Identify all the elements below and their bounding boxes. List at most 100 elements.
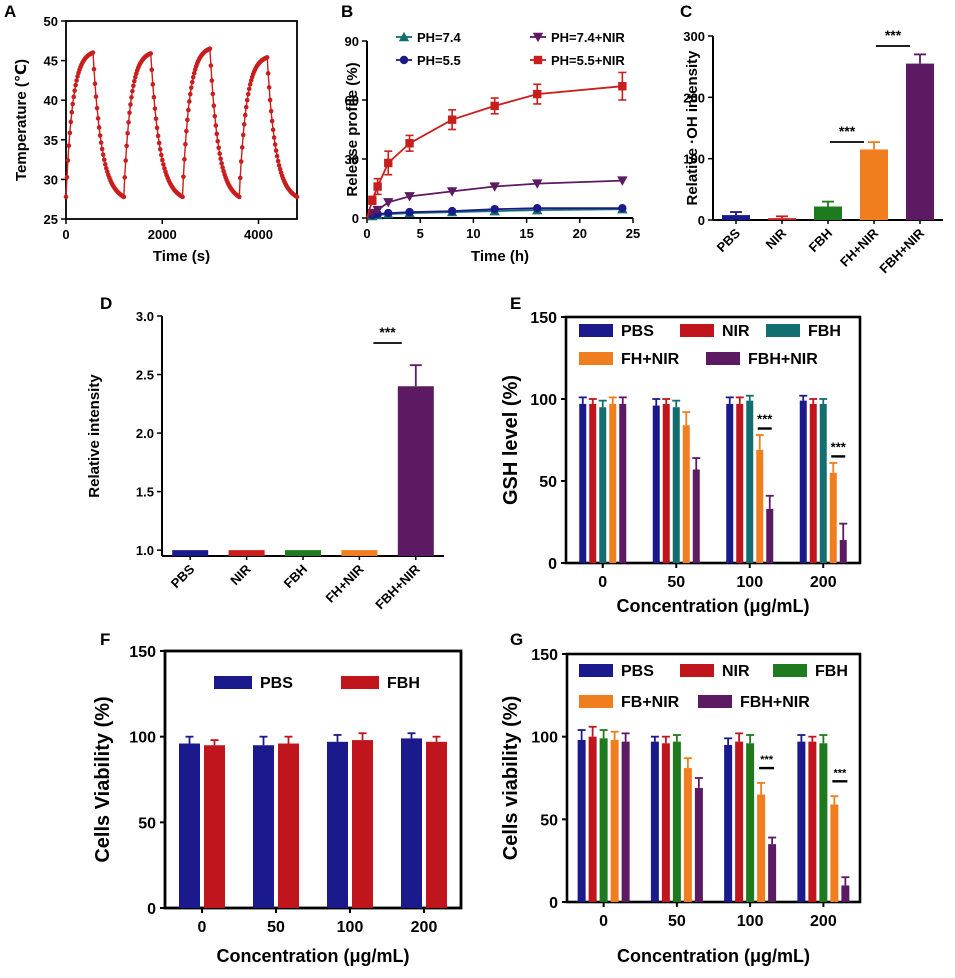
- bar: [672, 741, 681, 902]
- legend-label: FBH: [815, 663, 848, 680]
- bar: [228, 550, 265, 556]
- legend-swatch: [680, 324, 714, 337]
- bar: [401, 738, 422, 908]
- legend-item: FBH+NIR: [698, 694, 810, 711]
- bar: [746, 743, 755, 902]
- bar: [341, 550, 378, 556]
- temperature-point: [160, 157, 165, 163]
- temperature-point: [125, 130, 130, 136]
- temperature-point: [275, 158, 281, 164]
- temperature-point: [217, 151, 222, 156]
- y-tick-label: 0: [698, 213, 705, 228]
- bar: [819, 403, 827, 563]
- temperature-point: [64, 174, 70, 180]
- temperature-point: [294, 194, 300, 200]
- x-tick-label: 0: [198, 919, 207, 936]
- significance-label: ***: [379, 324, 396, 340]
- bar: [735, 741, 744, 902]
- significance-label: ***: [839, 123, 856, 139]
- temperature-point: [243, 104, 249, 110]
- temperature-point: [70, 101, 76, 107]
- temperature-point: [127, 110, 132, 116]
- legend-item: NIR: [680, 323, 750, 340]
- temperature-point: [274, 153, 280, 159]
- legend-swatch: [773, 664, 807, 677]
- temperature-point: [181, 174, 186, 180]
- panel-label: G: [510, 630, 523, 649]
- legend-label: PH=5.5+NIR: [551, 53, 625, 68]
- temperature-point: [270, 127, 276, 133]
- bar: [756, 449, 764, 563]
- temperature-point: [161, 162, 166, 167]
- legend-label: NIR: [722, 663, 750, 680]
- bar: [599, 738, 608, 902]
- x-tick-label: 0: [598, 574, 607, 591]
- data-point: [447, 206, 457, 216]
- panel-a-temperature-chart: A 25 30 35 40 45 50 0 2000 4000 Time (s) Temperatur…: [4, 2, 300, 265]
- data-point: [490, 101, 499, 111]
- x-tick-label: 50: [667, 574, 685, 591]
- y-tick-label: 30: [44, 172, 58, 187]
- x-tick-label: 5: [417, 226, 424, 241]
- temperature-point: [210, 91, 216, 97]
- temperature-point: [63, 194, 69, 200]
- temperature-point: [218, 156, 223, 162]
- temperature-point: [93, 94, 99, 99]
- y-tick-label: 150: [129, 644, 156, 661]
- temperature-point: [155, 133, 161, 139]
- temperature-point: [66, 143, 72, 148]
- y-tick-label: 1.5: [136, 485, 154, 500]
- temperature-point: [189, 79, 195, 85]
- y-axis-title: Relative intensity: [86, 374, 103, 498]
- temperature-point: [129, 95, 134, 100]
- panel-c-oh-intensity-chart: C 0 100 200 300 Relative ·OH intensity PBS NIR F…: [680, 2, 943, 276]
- significance-label: ***: [760, 754, 774, 766]
- x-tick-label: 200: [411, 919, 438, 936]
- legend-swatch: [579, 324, 613, 337]
- bar: [253, 745, 274, 908]
- temperature-point: [215, 138, 221, 144]
- legend-item: FBH: [766, 323, 841, 340]
- panel-label: F: [100, 630, 110, 649]
- x-axis-title: Time (h): [471, 248, 529, 265]
- bar: [609, 403, 617, 563]
- temperature-point: [208, 63, 214, 68]
- bar: [841, 885, 850, 902]
- temperature-point: [102, 161, 108, 167]
- y-tick-label: 0: [548, 556, 557, 573]
- bar: [327, 741, 348, 908]
- temperature-point: [214, 131, 220, 137]
- legend-item: FH+NIR: [579, 351, 680, 368]
- legend-label: PH=5.5: [417, 53, 461, 68]
- y-tick-label: 35: [44, 133, 58, 148]
- bar: [768, 218, 796, 221]
- data-point: [384, 208, 393, 218]
- temperature-point: [156, 140, 162, 146]
- temperature-point: [240, 132, 246, 138]
- panel-label: D: [100, 294, 112, 313]
- bar: [179, 743, 200, 908]
- x-tick-label: 100: [737, 913, 764, 930]
- y-tick-label: 0: [352, 211, 359, 226]
- data-point: [446, 187, 458, 197]
- x-tick-label: FH+NIR: [322, 561, 366, 605]
- bar: [682, 425, 690, 563]
- y-axis-title: Temperature (℃): [13, 59, 30, 181]
- panel-label: A: [4, 2, 16, 21]
- significance-label: ***: [833, 767, 847, 779]
- temperature-point: [130, 88, 135, 94]
- x-tick-label: NIR: [763, 225, 790, 252]
- bar: [694, 787, 703, 902]
- y-tick-label: 50: [540, 812, 558, 829]
- legend-item: PH=7.4: [396, 30, 461, 45]
- temperature-point: [126, 119, 131, 125]
- legend-item: PH=5.5+NIR: [530, 53, 625, 68]
- y-axis-title: GSH level (%): [500, 375, 522, 505]
- legend-label: PBS: [621, 323, 654, 340]
- data-point: [405, 207, 414, 217]
- bar: [683, 768, 692, 902]
- legend-marker: [533, 55, 543, 65]
- x-tick-label: FH+NIR: [837, 225, 881, 269]
- plot-frame: [564, 315, 862, 565]
- y-tick-label: 3.0: [136, 309, 154, 324]
